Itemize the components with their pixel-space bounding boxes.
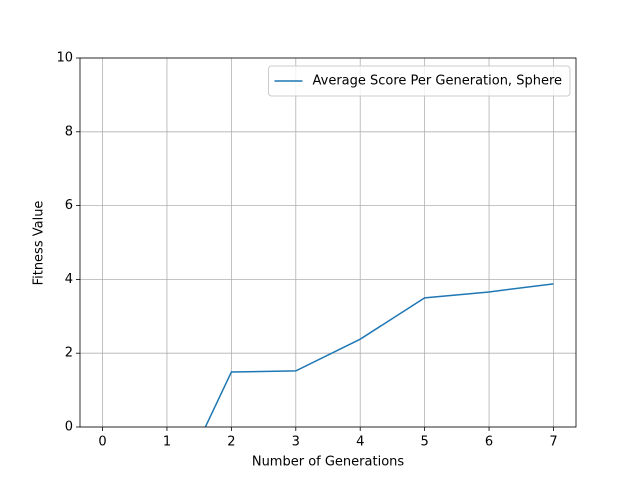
x-tick-label: 4: [356, 435, 364, 450]
legend-label: Average Score Per Generation, Sphere: [313, 74, 563, 89]
y-tick-label: 4: [65, 272, 73, 287]
plot-frame: [79, 57, 577, 428]
y-tick-label: 10: [56, 51, 73, 66]
y-tick-label: 0: [65, 420, 73, 435]
x-tick-label: 7: [549, 435, 557, 450]
legend-box: [268, 65, 571, 97]
x-tick-label: 0: [98, 435, 106, 450]
y-tick-label: 8: [65, 124, 73, 139]
x-tick-label: 3: [292, 435, 300, 450]
x-tick-label: 2: [227, 435, 235, 450]
x-axis-label: Number of Generations: [252, 455, 405, 470]
y-tick-label: 2: [65, 346, 73, 361]
x-tick-label: 1: [163, 435, 171, 450]
legend: Average Score Per Generation, Sphere: [268, 65, 571, 97]
x-tick-label: 5: [420, 435, 428, 450]
data-line: [204, 283, 554, 427]
x-tick-label: 6: [485, 435, 493, 450]
y-axis-label: Fitness Value: [32, 201, 47, 286]
y-tick-label: 6: [65, 198, 73, 213]
